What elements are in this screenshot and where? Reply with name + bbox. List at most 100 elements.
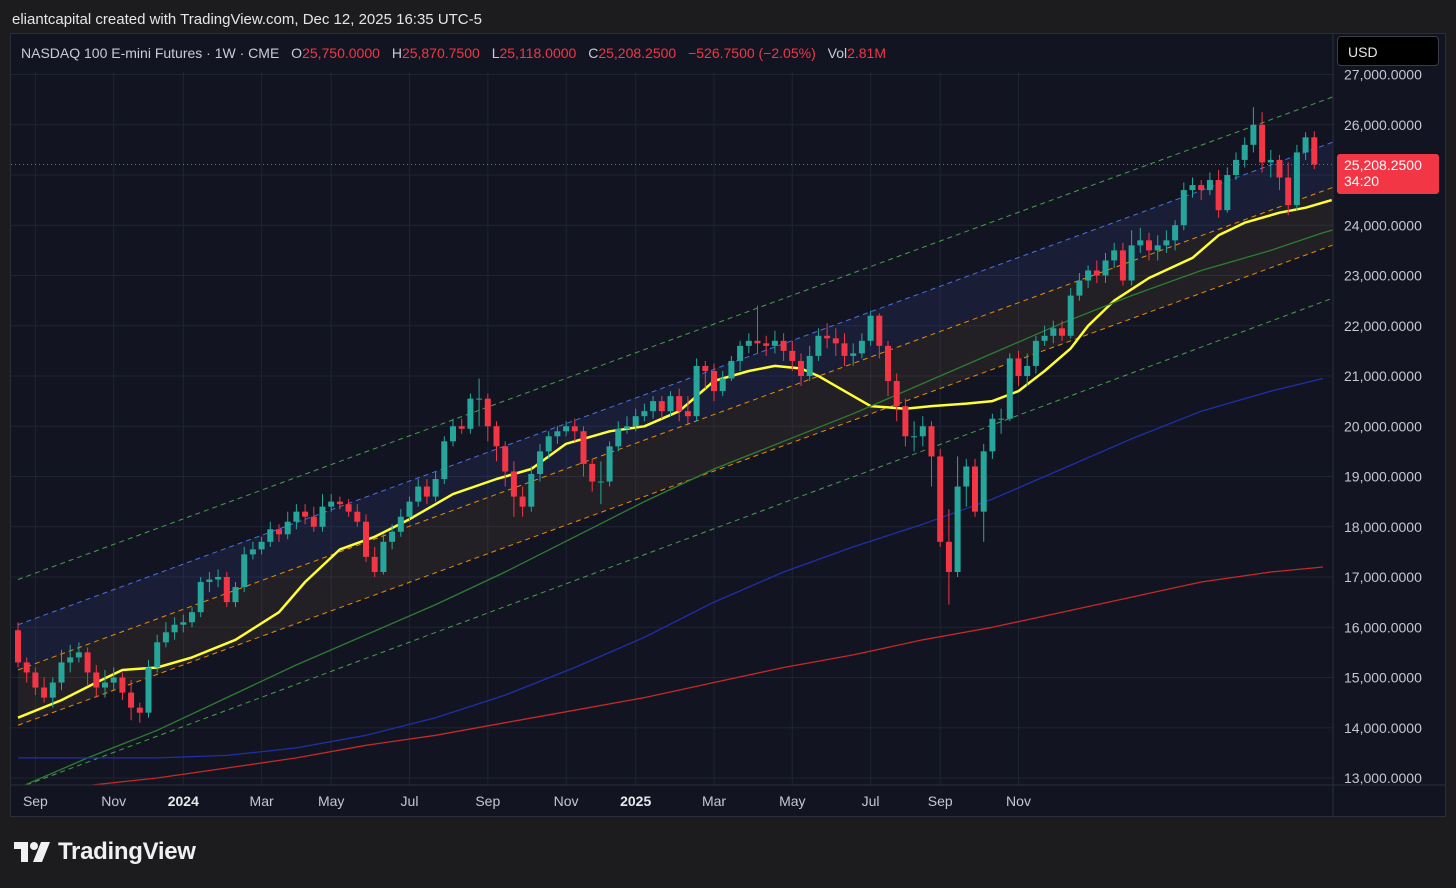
candle bbox=[589, 458, 596, 492]
moving-average-line bbox=[18, 377, 1324, 759]
candle-body bbox=[15, 630, 21, 663]
volume-label: Vol bbox=[827, 45, 848, 61]
candle-body bbox=[119, 677, 126, 693]
x-tick-label: Jul bbox=[862, 793, 880, 809]
candle-body bbox=[1311, 137, 1318, 165]
y-tick-label: 23,000.0000 bbox=[1344, 268, 1422, 284]
candle bbox=[1241, 137, 1248, 168]
candle-body bbox=[1198, 185, 1205, 191]
y-tick-label: 22,000.0000 bbox=[1344, 318, 1422, 334]
bar-countdown: 34:20 bbox=[1344, 173, 1380, 189]
candle-body bbox=[919, 426, 926, 437]
candle-body bbox=[780, 340, 787, 351]
candle bbox=[1119, 242, 1126, 286]
y-tick-label: 19,000.0000 bbox=[1344, 469, 1422, 485]
middle-channel-fill bbox=[18, 187, 1333, 726]
candle bbox=[711, 363, 717, 402]
channel-line bbox=[17, 186, 1333, 671]
candle-body bbox=[215, 577, 222, 580]
candle-body bbox=[102, 682, 108, 688]
candle-body bbox=[415, 486, 422, 502]
candle bbox=[441, 436, 448, 485]
candle bbox=[1085, 265, 1092, 289]
candle-body bbox=[32, 672, 39, 688]
candle-body bbox=[632, 416, 639, 427]
candle-body bbox=[162, 632, 169, 643]
candle bbox=[319, 494, 326, 532]
candle bbox=[893, 373, 900, 422]
candle-body bbox=[711, 370, 717, 392]
candle-body bbox=[980, 451, 987, 512]
candle bbox=[606, 441, 613, 487]
candle bbox=[450, 418, 456, 447]
candle-body bbox=[789, 350, 796, 361]
candle-body bbox=[1085, 270, 1092, 281]
candle bbox=[597, 461, 604, 505]
tradingview-logo: TradingView bbox=[14, 838, 196, 866]
candle bbox=[824, 323, 831, 349]
candle-body bbox=[276, 529, 282, 535]
candle bbox=[162, 622, 169, 648]
candle-body bbox=[806, 355, 813, 376]
moving-average-line bbox=[87, 566, 1324, 785]
candle bbox=[397, 509, 404, 537]
candle bbox=[215, 569, 222, 588]
candle-body bbox=[284, 521, 291, 535]
candle bbox=[911, 421, 918, 452]
candle-body bbox=[310, 516, 317, 527]
candle bbox=[919, 416, 926, 447]
candle bbox=[676, 388, 683, 422]
candle bbox=[310, 506, 317, 532]
symbol-legend: NASDAQ 100 E-mini Futures · 1W · CME O25… bbox=[21, 45, 886, 61]
candle bbox=[128, 680, 135, 721]
candle-body bbox=[1146, 240, 1152, 251]
candle bbox=[102, 669, 108, 698]
candle-body bbox=[136, 707, 143, 713]
candle bbox=[1146, 232, 1152, 261]
candle-body bbox=[84, 652, 91, 673]
candle bbox=[867, 310, 874, 346]
candle bbox=[693, 358, 700, 422]
candle-body bbox=[502, 446, 509, 472]
candle bbox=[493, 421, 500, 462]
candle-body bbox=[615, 428, 622, 447]
candle-body bbox=[1006, 358, 1013, 419]
candle-body bbox=[719, 378, 726, 392]
symbol-name[interactable]: NASDAQ 100 E-mini Futures · 1W · CME bbox=[21, 45, 280, 61]
candle bbox=[832, 328, 839, 356]
x-tick-label: Jul bbox=[401, 793, 419, 809]
candle bbox=[754, 305, 761, 354]
candle-body bbox=[1241, 144, 1248, 160]
candle bbox=[945, 509, 952, 605]
candle-body bbox=[189, 612, 195, 623]
candle-body bbox=[397, 516, 404, 532]
candle-body bbox=[206, 579, 213, 583]
candle-body bbox=[537, 451, 543, 474]
candle bbox=[302, 504, 309, 525]
candle bbox=[1041, 325, 1048, 346]
candle bbox=[702, 360, 709, 389]
candle-body bbox=[771, 340, 778, 346]
candle bbox=[1224, 167, 1231, 213]
candle bbox=[119, 672, 126, 701]
candle bbox=[232, 582, 239, 608]
currency-button[interactable]: USD bbox=[1337, 36, 1439, 66]
candle-body bbox=[423, 486, 430, 497]
candle-body bbox=[345, 504, 352, 512]
close-value: 25,208.2500 bbox=[598, 45, 677, 61]
candle-body bbox=[832, 338, 839, 344]
candle-body bbox=[432, 479, 439, 497]
candle bbox=[876, 313, 883, 359]
candle-body bbox=[467, 398, 474, 429]
candle-body bbox=[1172, 225, 1179, 241]
candle-body bbox=[589, 463, 596, 482]
candle-body bbox=[624, 426, 630, 429]
moving-average-line bbox=[17, 198, 1333, 719]
channel-line bbox=[17, 96, 1333, 580]
y-tick-label: 13,000.0000 bbox=[1344, 770, 1422, 786]
candle-body bbox=[702, 365, 709, 371]
candle bbox=[580, 426, 587, 477]
candle-body bbox=[815, 335, 822, 356]
candle bbox=[963, 458, 970, 507]
